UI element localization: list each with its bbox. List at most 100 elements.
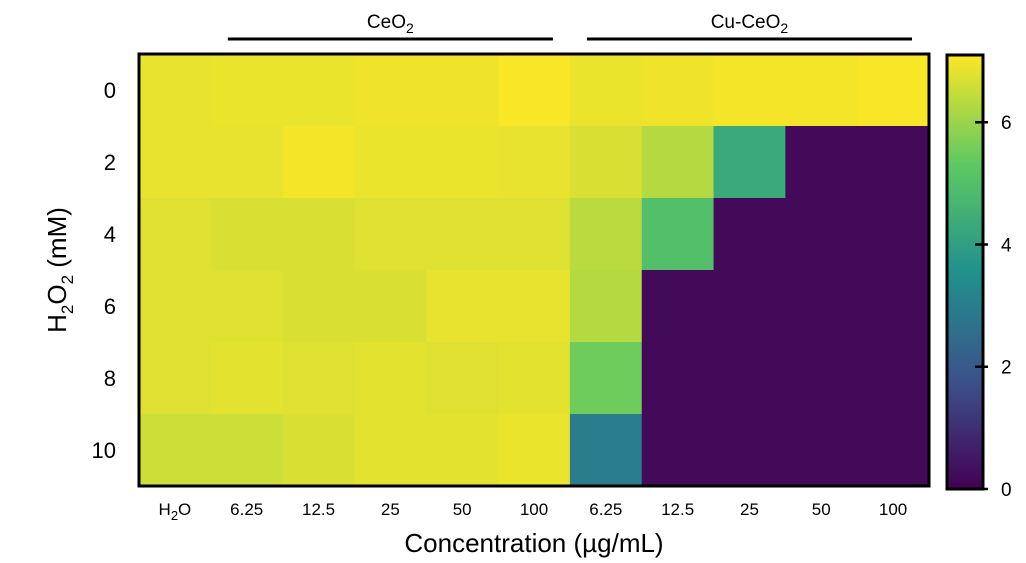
heatmap-cell [139,270,212,343]
heatmap-cell [354,198,427,271]
x-tick-labels: H2O 6.25 12.5 25 50 100 6.25 12.5 25 50 100 [159,500,908,523]
heatmap-cell [569,342,643,415]
heatmap-cell [857,54,930,127]
y-label-mid: O [42,284,72,304]
heatmap-cell [713,198,786,271]
heatmap-cell [354,126,427,199]
heatmap-cell [210,414,284,487]
heatmap-cell [426,414,499,487]
heatmap-cell [785,54,858,127]
heatmap-cell [426,342,499,415]
colorbar-gradient [945,53,985,491]
heatmap-cell [641,126,715,199]
colorbar-tick-label: 4 [1001,235,1012,256]
x-tick-label: 12.5 [661,500,694,519]
heatmap-cell [857,270,930,343]
heatmap-cell [210,270,284,343]
x-tick-label: H2O [159,500,192,523]
heatmap-cell [569,54,643,127]
heatmap-cell [282,198,356,271]
y-tick-label: 10 [92,438,116,463]
heatmap-cell [498,270,571,343]
y-tick-label: 6 [104,294,116,319]
heatmap-cell [641,198,715,271]
heatmap-cell [210,198,284,271]
x-tick-label: 12.5 [302,500,335,519]
heatmap-cell [426,54,499,127]
heatmap-cell [426,126,499,199]
heatmap-cell [569,414,643,487]
heatmap-cell [282,126,356,199]
heatmap-cell [210,54,284,127]
heatmap-cell [785,126,858,199]
heatmap-cell [713,126,786,199]
heatmap-cell [210,126,284,199]
heatmap-cell [139,198,212,271]
heatmap-cell [139,414,212,487]
heatmap-cell [785,342,858,415]
heatmap-cell [282,270,356,343]
heatmap-cell [713,342,786,415]
heatmap-cell [641,54,715,127]
heatmap-cell [498,342,571,415]
x-axis-label: Concentration (µg/mL) [404,528,663,558]
heatmap-cells [139,54,930,487]
heatmap-cell [139,126,212,199]
heatmap-cell [857,126,930,199]
heatmap-cell [857,414,930,487]
heatmap-cell [498,126,571,199]
heatmap-cell [210,342,284,415]
y-label-sub2: 2 [58,275,77,284]
heatmap-cell [354,270,427,343]
y-label-main: H [42,314,72,333]
group-label: Cu-CeO2 [711,12,789,36]
heatmap-cell [282,342,356,415]
heatmap-cell [641,414,715,487]
x-tick-label: 100 [879,500,907,519]
heatmap-cell [641,270,715,343]
colorbar-tick-label: 6 [1001,113,1012,134]
heatmap-cell [426,198,499,271]
x-tick-label: 25 [381,500,400,519]
y-tick-label: 8 [104,366,116,391]
heatmap-cell [498,414,571,487]
group-label: CeO2 [367,12,414,36]
heatmap-cell [569,270,643,343]
heatmap-cell [354,342,427,415]
heatmap-cell [785,198,858,271]
heatmap-cell [641,342,715,415]
colorbar-tick-label: 2 [1001,358,1012,379]
x-tick-label: 25 [740,500,759,519]
heatmap-cell [426,270,499,343]
colorbar-tick-label: 0 [1001,480,1012,501]
heatmap-cell [713,270,786,343]
heatmap-cell [569,126,643,199]
heatmap-cell [857,198,930,271]
colorbar: 0 2 4 6 [945,53,1012,501]
heatmap-cell [569,198,643,271]
heatmap-cell [498,198,571,271]
y-tick-label: 0 [104,78,116,103]
heatmap-cell [282,54,356,127]
x-tick-label: 6.25 [589,500,622,519]
plot-frame [137,52,931,488]
x-tick-label: 50 [812,500,831,519]
group-annotations: CeO2 Cu-CeO2 [227,12,912,41]
x-tick-label: 50 [453,500,472,519]
heatmap-cell [139,342,212,415]
heatmap-cell [713,414,786,487]
heatmap-cell [498,54,571,127]
heatmap-cell [139,54,212,127]
heatmap-cell [857,342,930,415]
heatmap-cell [785,270,858,343]
x-tick-label: 100 [520,500,548,519]
y-axis-label: H2O2 (mM) [42,207,77,333]
heatmap-cell [282,414,356,487]
heatmap-cell [354,414,427,487]
heatmap-cell [713,54,786,127]
y-tick-label: 2 [104,150,116,175]
heatmap-cell [785,414,858,487]
y-label-unit: (mM) [42,207,72,275]
y-tick-label: 4 [104,222,116,247]
